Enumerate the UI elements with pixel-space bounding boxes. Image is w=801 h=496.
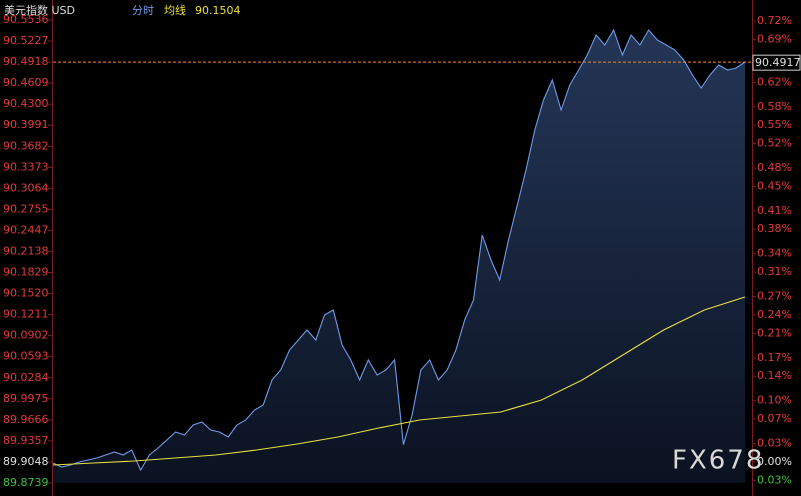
y2-tick-label: 0.34% xyxy=(757,247,792,260)
y-tick-label: 89.9666 xyxy=(3,413,49,426)
y2-tick-label: 0.00% xyxy=(757,455,792,468)
y-tick-label: 90.4609 xyxy=(3,76,49,89)
y-tick-label: 89.9975 xyxy=(3,392,49,405)
y-tick-label: 90.0902 xyxy=(3,329,49,342)
y-tick-label: 90.0593 xyxy=(3,350,49,363)
legend-entry: 分时 xyxy=(132,4,154,17)
last-price-box xyxy=(752,54,801,71)
y-tick-label: 90.2138 xyxy=(3,244,49,257)
y-tick-label: 90.3991 xyxy=(3,118,49,131)
y2-tick-label: 0.24% xyxy=(757,308,792,321)
y2-tick-label: 0.10% xyxy=(757,394,792,407)
y-tick-label: 90.3064 xyxy=(3,181,49,194)
last-price-label: 90.4917 xyxy=(755,56,801,69)
y-tick-label: 90.5536 xyxy=(3,13,49,26)
y-tick-label: 90.2447 xyxy=(3,223,49,236)
y-tick-label: 90.5227 xyxy=(3,34,49,47)
y2-tick-label: 0.03% xyxy=(757,437,792,450)
y-tick-label: 90.3682 xyxy=(3,139,49,152)
series-line xyxy=(52,28,746,472)
y2-tick-label: 0.07% xyxy=(757,412,792,425)
y-tick-label: 90.1520 xyxy=(3,287,49,300)
y-tick-label: 90.3373 xyxy=(3,160,49,173)
y-tick-label: 90.2755 xyxy=(3,202,49,215)
y2-tick-label: 0.03% xyxy=(757,473,792,486)
y2-tick-label: 0.27% xyxy=(757,290,792,303)
y2-tick-label: 0.52% xyxy=(757,137,792,150)
avg-value: 90.1504 xyxy=(195,4,241,17)
y2-tick-label: 0.14% xyxy=(757,369,792,382)
y2-tick-label: 0.41% xyxy=(757,204,792,217)
area xyxy=(53,30,745,483)
y-tick-label: 89.9048 xyxy=(3,455,49,468)
y-tick-label: 90.1829 xyxy=(3,266,49,279)
y2-tick-label: 0.48% xyxy=(757,161,792,174)
y-tick-label: 89.9357 xyxy=(3,434,49,447)
y2-tick-label: 0.55% xyxy=(757,118,792,131)
y-tick-label: 90.0284 xyxy=(3,371,49,384)
y-tick-label: 90.4300 xyxy=(3,97,49,110)
y2-tick-label: 0.45% xyxy=(757,179,792,192)
y2-tick-label: 0.58% xyxy=(757,100,792,113)
y2-tick-label: 0.72% xyxy=(757,14,792,27)
y2-tick-label: 0.69% xyxy=(757,32,792,45)
y2-tick-label: 0.38% xyxy=(757,222,792,235)
y-tick-label: 89.8739 xyxy=(3,476,49,489)
series-line xyxy=(52,296,746,466)
chart-title: 美元指数 USD xyxy=(4,3,75,17)
y2-tick-label: 0.62% xyxy=(757,75,792,88)
legend-entry: 均线 xyxy=(164,3,186,17)
y-tick-label: 90.4918 xyxy=(3,55,49,68)
y-tick-label: 90.1211 xyxy=(3,308,49,321)
y2-tick-label: 0.21% xyxy=(757,326,792,339)
y2-tick-label: 0.17% xyxy=(757,351,792,364)
y2-tick-label: 0.31% xyxy=(757,265,792,278)
plot xyxy=(52,28,746,483)
watermark: FX678 xyxy=(672,446,764,476)
